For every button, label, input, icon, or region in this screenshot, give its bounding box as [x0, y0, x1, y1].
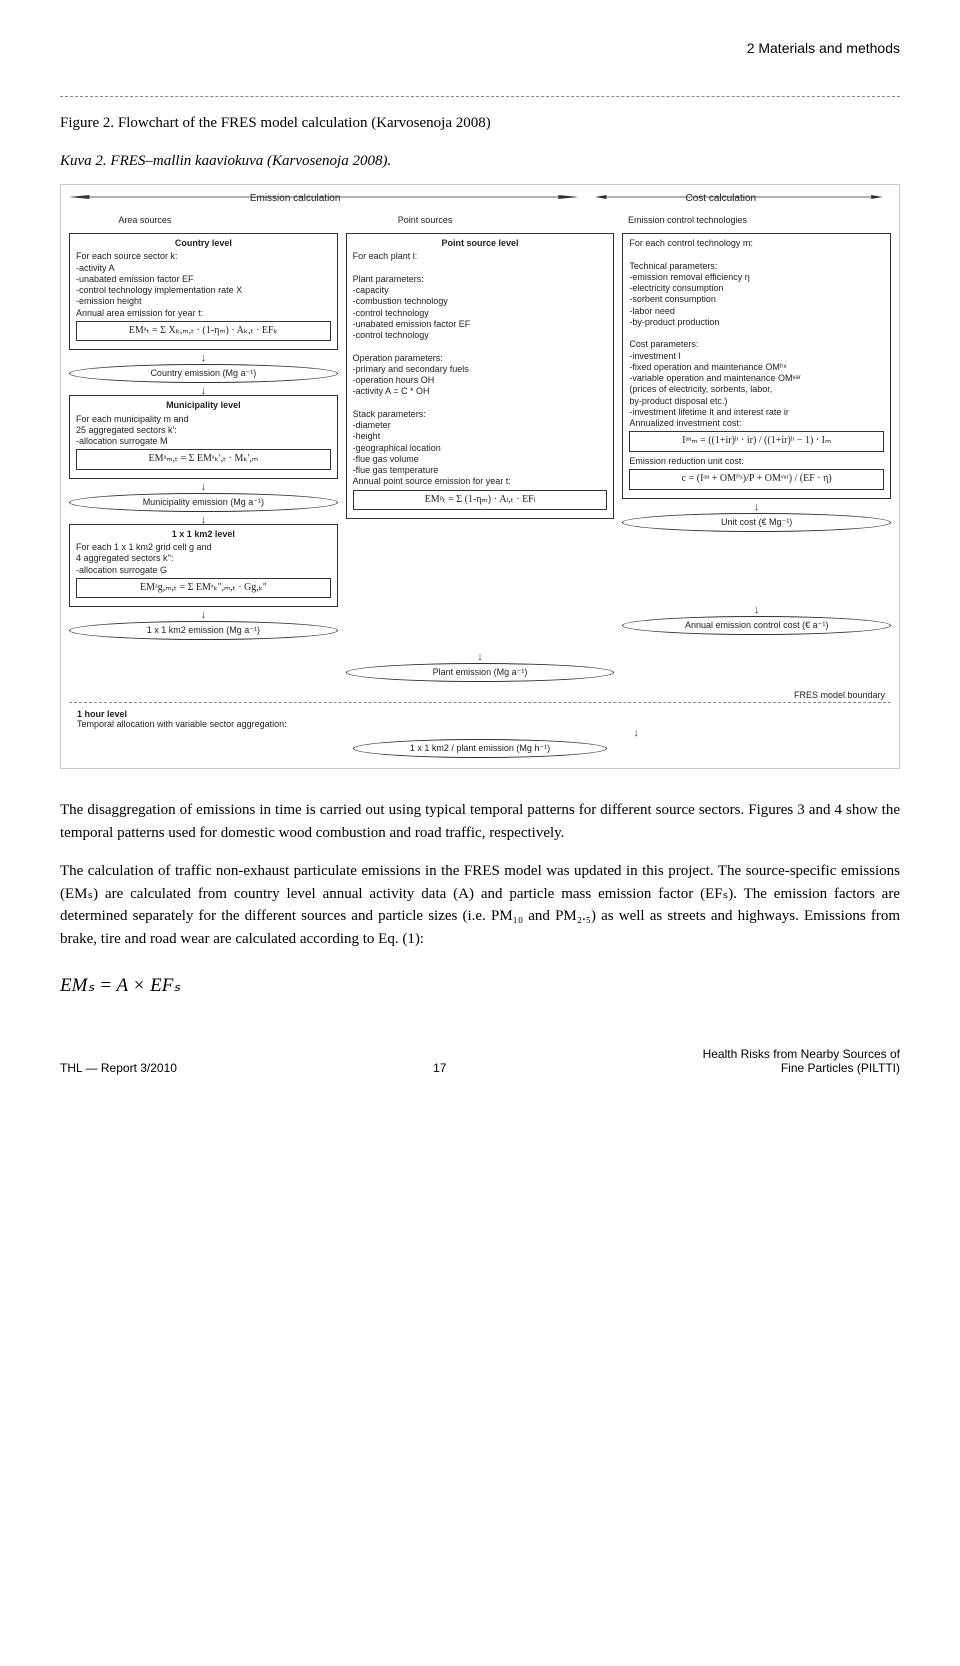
formula-investment-cost: Iᵃⁿₘ = ((1+ir)ˡᵗ · ir) / ((1+ir)ˡᵗ − 1) …	[629, 431, 884, 452]
title-country-level: Country level	[76, 238, 331, 249]
fres-boundary-line	[69, 702, 891, 703]
label-area-sources: Area sources	[118, 215, 171, 225]
text-control-tech: For each control technology m: Technical…	[629, 238, 884, 429]
box-municipality-level: Municipality level For each municipality…	[69, 395, 338, 479]
arrow-down-icon: ↓	[622, 503, 891, 511]
oval-annual-cost: Annual emission control cost (€ a⁻¹)	[622, 616, 891, 635]
col-control-tech: For each control technology m: Technical…	[622, 233, 891, 686]
formula-area-emission: EMᵃₜ = Σ Xₖ,ₘ,ₜ · (1-ηₘ) · Aₖ,ₜ · EFₖ	[76, 321, 331, 342]
arrow-down-icon: ↓	[69, 483, 338, 491]
box-country-level: Country level For each source sector k: …	[69, 233, 338, 350]
text-country-level: For each source sector k: -activity A -u…	[76, 251, 331, 319]
label-point-sources: Point sources	[398, 215, 453, 225]
text-point-source: For each plant l: Plant parameters: -cap…	[353, 251, 608, 487]
hour-level-block: 1 hour level Temporal allocation with va…	[69, 709, 891, 758]
footer-right: Health Risks from Nearby Sources of Fine…	[703, 1047, 900, 1075]
page-section-header: 2 Materials and methods	[60, 40, 900, 56]
title-municipality-level: Municipality level	[76, 400, 331, 411]
figure-caption-fi: Kuva 2. FRES–mallin kaaviokuva (Karvosen…	[60, 150, 900, 173]
label-control-tech: Emission control technologies	[628, 215, 747, 225]
oval-hourly-emission: 1 x 1 km2 / plant emission (Mg h⁻¹)	[353, 739, 607, 758]
arrow-down-icon: ↓	[69, 516, 338, 524]
footer-page-number: 17	[400, 1061, 480, 1075]
arrow-emission	[69, 193, 579, 201]
paragraph-disaggregation: The disaggregation of emissions in time …	[60, 799, 900, 844]
figure-caption-en: Figure 2. Flowchart of the FRES model ca…	[60, 112, 900, 135]
arrow-cost	[595, 193, 883, 201]
formula-municipality: EMᵃₘ,ₜ = Σ EMᵃₖ',ₜ · Mₖ',ₘ	[76, 449, 331, 470]
oval-country-emission: Country emission (Mg a⁻¹)	[69, 364, 338, 383]
formula-unit-cost: c = (Iᵃⁿ + OMᶠⁱˣ)/P + OMᵛᵃʳ) / (EF · η)	[629, 469, 884, 490]
arrow-down-icon: ↓	[346, 653, 615, 661]
arrow-down-icon: ↓	[69, 611, 338, 619]
oval-grid-emission: 1 x 1 km2 emission (Mg a⁻¹)	[69, 621, 338, 640]
text-hour-level: Temporal allocation with variable sector…	[77, 719, 891, 729]
formula-point-emission: EMᵖₜ = Σ (1-ηₘ) · Aₗ,ₜ · EFₗ	[353, 490, 608, 511]
footer-left: THL — Report 3/2010	[60, 1061, 177, 1075]
arrow-down-icon: ↓	[69, 387, 338, 395]
oval-plant-emission: Plant emission (Mg a⁻¹)	[346, 663, 615, 682]
flowchart-diagram: Emission calculation Cost calculation Ar…	[60, 184, 900, 769]
diagram-top-row: Emission calculation Cost calculation	[69, 193, 891, 215]
arrow-down-icon: ↓	[622, 606, 891, 614]
header-divider	[60, 96, 900, 97]
formula-grid: EMᵃg,ₘ,ₜ = Σ EMᵃₖ'',ₘ,ₜ · Gg,ₖ''	[76, 578, 331, 599]
paragraph-nonexhaust: The calculation of traffic non-exhaust p…	[60, 860, 900, 950]
box-control-tech: For each control technology m: Technical…	[622, 233, 891, 499]
label-fres-boundary: FRES model boundary	[69, 690, 885, 700]
diagram-second-row: Area sources Point sources Emission cont…	[69, 215, 891, 233]
equation-1: EMₛ = A × EFₛ	[60, 974, 900, 997]
col-area-sources: Country level For each source sector k: …	[69, 233, 338, 686]
text-grid-level: For each 1 x 1 km2 grid cell g and 4 agg…	[76, 542, 331, 576]
title-grid-level: 1 x 1 km2 level	[76, 529, 331, 540]
label-unit-cost: Emission reduction unit cost:	[629, 456, 884, 467]
oval-unit-cost: Unit cost (€ Mg⁻¹)	[622, 513, 891, 532]
oval-municipality-emission: Municipality emission (Mg a⁻¹)	[69, 493, 338, 512]
page-footer: THL — Report 3/2010 17 Health Risks from…	[60, 1047, 900, 1075]
box-point-source-level: Point source level For each plant l: Pla…	[346, 233, 615, 519]
text-municipality-level: For each municipality m and 25 aggregate…	[76, 414, 331, 448]
diagram-columns: Country level For each source sector k: …	[69, 233, 891, 686]
arrow-down-icon: ↓	[381, 729, 891, 737]
arrow-down-icon: ↓	[69, 354, 338, 362]
title-point-source: Point source level	[353, 238, 608, 249]
box-grid-level: 1 x 1 km2 level For each 1 x 1 km2 grid …	[69, 524, 338, 608]
title-hour-level: 1 hour level	[77, 709, 891, 719]
col-point-sources: Point source level For each plant l: Pla…	[346, 233, 615, 686]
